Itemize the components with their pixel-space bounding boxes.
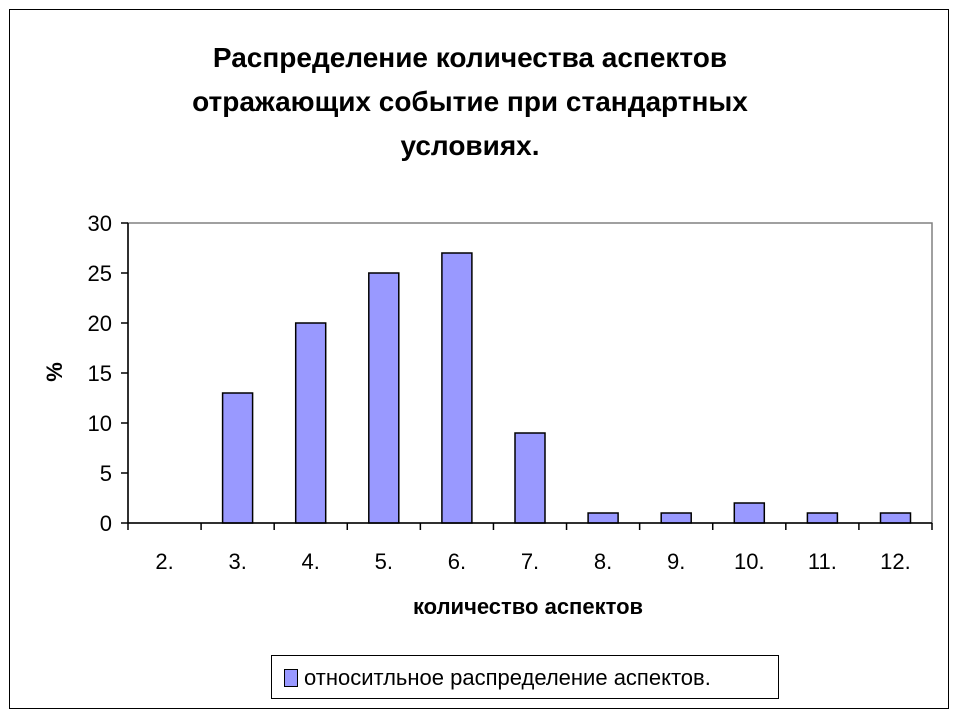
y-axis-title: % [42, 362, 67, 382]
bar [368, 272, 400, 524]
x-tick-label: 4. [302, 549, 320, 574]
legend-label: относитльное распределение аспектов. [304, 665, 711, 690]
bar [733, 502, 766, 524]
x-tick-label: 5. [375, 549, 393, 574]
chart-title-line: отражающих событие при стандартных [192, 86, 748, 117]
y-tick-label: 25 [88, 261, 112, 286]
legend: относитльное распределение аспектов. [271, 655, 779, 699]
chart-title-line: условиях. [400, 130, 540, 161]
bars-group [221, 252, 912, 524]
x-tick-label: 3. [228, 549, 246, 574]
chart-title-line: Распределение количества аспектов [212, 42, 728, 73]
y-tick-label: 20 [88, 311, 112, 336]
y-tick-label: 30 [88, 211, 112, 236]
bar [879, 512, 912, 524]
bar [294, 322, 327, 524]
x-tick-label: 10. [734, 549, 765, 574]
x-tick-label: 9. [667, 549, 685, 574]
x-tick-label: 12. [880, 549, 911, 574]
bar [221, 392, 254, 524]
x-tick-label: 2. [155, 549, 173, 574]
x-tick-label: 7. [521, 549, 539, 574]
bar [660, 512, 692, 524]
y-tick-label: 15 [88, 361, 112, 386]
x-tick-label: 6. [448, 549, 466, 574]
x-tick-label: 11. [808, 549, 837, 574]
bar [806, 512, 839, 524]
bar [514, 432, 546, 524]
chart-title: Распределение количества аспектов отража… [140, 36, 800, 168]
bar [587, 512, 619, 524]
y-ticks-group: 0 5 10 15 20 25 30 [88, 211, 128, 536]
y-tick-label: 10 [88, 411, 112, 436]
x-ticks-group: 2. 3. 4. 5. 6. 7. 8. 9. 10. 11. 12. [127, 523, 933, 574]
y-tick-label: 5 [100, 461, 112, 486]
bar [441, 252, 473, 524]
x-axis-title: количество аспектов [413, 594, 643, 619]
legend-swatch [284, 669, 298, 687]
y-tick-label: 0 [100, 511, 112, 536]
x-tick-label: 8. [594, 549, 612, 574]
